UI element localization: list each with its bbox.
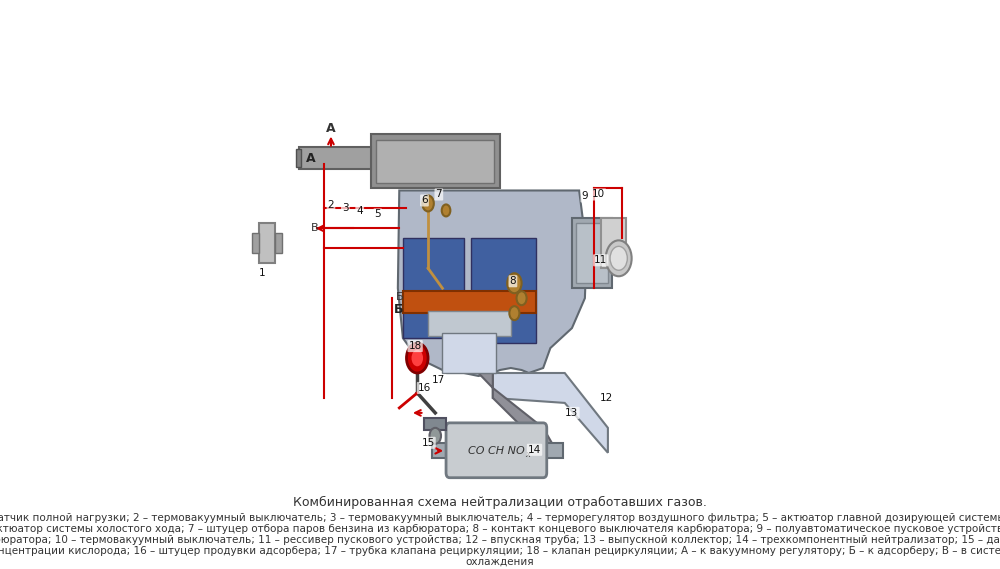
Circle shape xyxy=(411,349,424,367)
Text: А: А xyxy=(306,151,315,164)
Bar xyxy=(296,149,301,167)
Text: 18: 18 xyxy=(408,341,422,351)
Text: x: x xyxy=(525,450,530,459)
Bar xyxy=(403,238,464,338)
Circle shape xyxy=(442,204,450,216)
Bar xyxy=(471,238,536,343)
Text: 6: 6 xyxy=(421,196,428,205)
Text: 14: 14 xyxy=(528,445,541,455)
Circle shape xyxy=(606,240,632,277)
Circle shape xyxy=(610,246,627,270)
Circle shape xyxy=(509,306,519,320)
Bar xyxy=(371,134,500,188)
Text: 3: 3 xyxy=(342,204,349,213)
Polygon shape xyxy=(493,373,608,453)
Circle shape xyxy=(422,196,434,212)
Text: 1 – датчик полной нагрузки; 2 – термовакуумный выключатель; 3 – термовакуумный в: 1 – датчик полной нагрузки; 2 – термовак… xyxy=(0,513,1000,522)
Text: 8: 8 xyxy=(510,276,516,286)
Bar xyxy=(428,311,511,336)
Bar xyxy=(542,443,563,458)
Text: 9: 9 xyxy=(582,192,588,201)
Bar xyxy=(576,224,608,283)
Text: 16: 16 xyxy=(418,383,431,393)
Text: 5: 5 xyxy=(374,209,381,220)
Text: Б: Б xyxy=(394,303,403,316)
Bar xyxy=(424,418,446,430)
Text: карбюратора; 10 – термовакуумный выключатель; 11 – рессивер пускового устройства: карбюратора; 10 – термовакуумный выключа… xyxy=(0,534,1000,545)
Bar xyxy=(299,147,371,168)
Text: 7: 7 xyxy=(436,189,442,200)
Text: 17: 17 xyxy=(432,375,445,385)
Text: 4: 4 xyxy=(356,207,363,216)
Text: концентрации кислорода; 16 – штуцер продувки адсорбера; 17 – трубка клапана реци: концентрации кислорода; 16 – штуцер прод… xyxy=(0,546,1000,555)
Circle shape xyxy=(507,273,522,293)
Circle shape xyxy=(517,291,527,305)
Polygon shape xyxy=(478,373,558,453)
Bar xyxy=(432,443,453,458)
Text: 1: 1 xyxy=(259,268,266,278)
Text: 10: 10 xyxy=(592,189,605,200)
Text: 13: 13 xyxy=(565,408,579,418)
Bar xyxy=(403,291,536,313)
Circle shape xyxy=(430,428,441,444)
Bar xyxy=(442,333,496,373)
Bar xyxy=(252,233,259,253)
Text: актюатор системы холостого хода; 7 – штуцер отбора паров бензина из карбюратора;: актюатор системы холостого хода; 7 – шту… xyxy=(0,523,1000,534)
Bar xyxy=(572,218,612,288)
FancyBboxPatch shape xyxy=(446,423,547,478)
Polygon shape xyxy=(398,191,586,376)
Text: CO CH NO: CO CH NO xyxy=(468,446,525,456)
Text: 15: 15 xyxy=(421,438,435,448)
Circle shape xyxy=(406,343,428,373)
Bar xyxy=(275,233,282,253)
Bar xyxy=(259,224,275,263)
Text: 12: 12 xyxy=(600,393,613,403)
Text: В: В xyxy=(311,224,318,233)
Bar xyxy=(376,139,494,183)
Text: Б: Б xyxy=(396,292,403,302)
Text: 11: 11 xyxy=(594,255,607,265)
Text: Комбинированная схема нейтрализации отработавших газов.: Комбинированная схема нейтрализации отра… xyxy=(293,496,707,509)
Text: А: А xyxy=(326,122,336,135)
Bar xyxy=(601,218,626,268)
Text: 2: 2 xyxy=(328,200,334,211)
Text: охлаждения: охлаждения xyxy=(466,556,534,567)
